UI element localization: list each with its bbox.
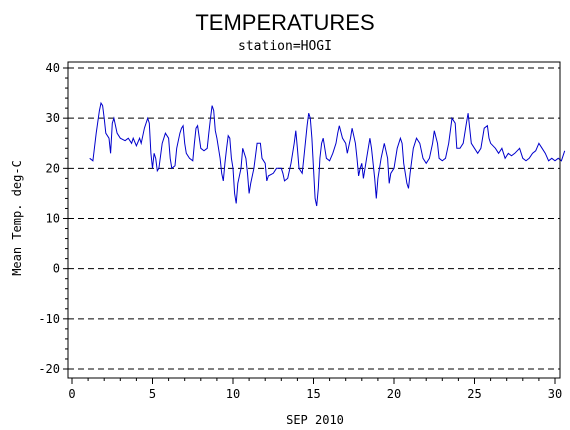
y-tick-label: 30 [46, 111, 60, 125]
y-tick-label: 20 [46, 161, 60, 175]
y-tick-label: 0 [53, 262, 60, 276]
x-axis-label: SEP 2010 [286, 413, 344, 427]
x-tick-label: 20 [387, 387, 401, 401]
grid-lines [68, 67, 560, 370]
y-axis-ticks: -20 -10 0 10 20 30 40 [38, 61, 68, 376]
y-tick-label: -20 [38, 362, 60, 376]
plot-frame [67, 61, 561, 379]
y-tick-label: -10 [38, 312, 60, 326]
x-tick-label: 5 [149, 387, 156, 401]
y-axis-label: Mean Temp. deg-C [10, 160, 24, 276]
y-tick-label: 10 [46, 212, 60, 226]
x-tick-label: 15 [306, 387, 320, 401]
x-tick-label: 10 [226, 387, 240, 401]
y-tick-label: 40 [46, 61, 60, 75]
x-axis-ticks: 0 5 10 15 20 25 30 [68, 378, 562, 401]
x-tick-label: 25 [467, 387, 481, 401]
chart-subtitle: station=HOGI [238, 39, 332, 54]
x-tick-label: 30 [548, 387, 562, 401]
temperature-series-line [89, 101, 566, 207]
x-tick-label: 0 [68, 387, 75, 401]
chart-title: TEMPERATURES [195, 10, 374, 35]
